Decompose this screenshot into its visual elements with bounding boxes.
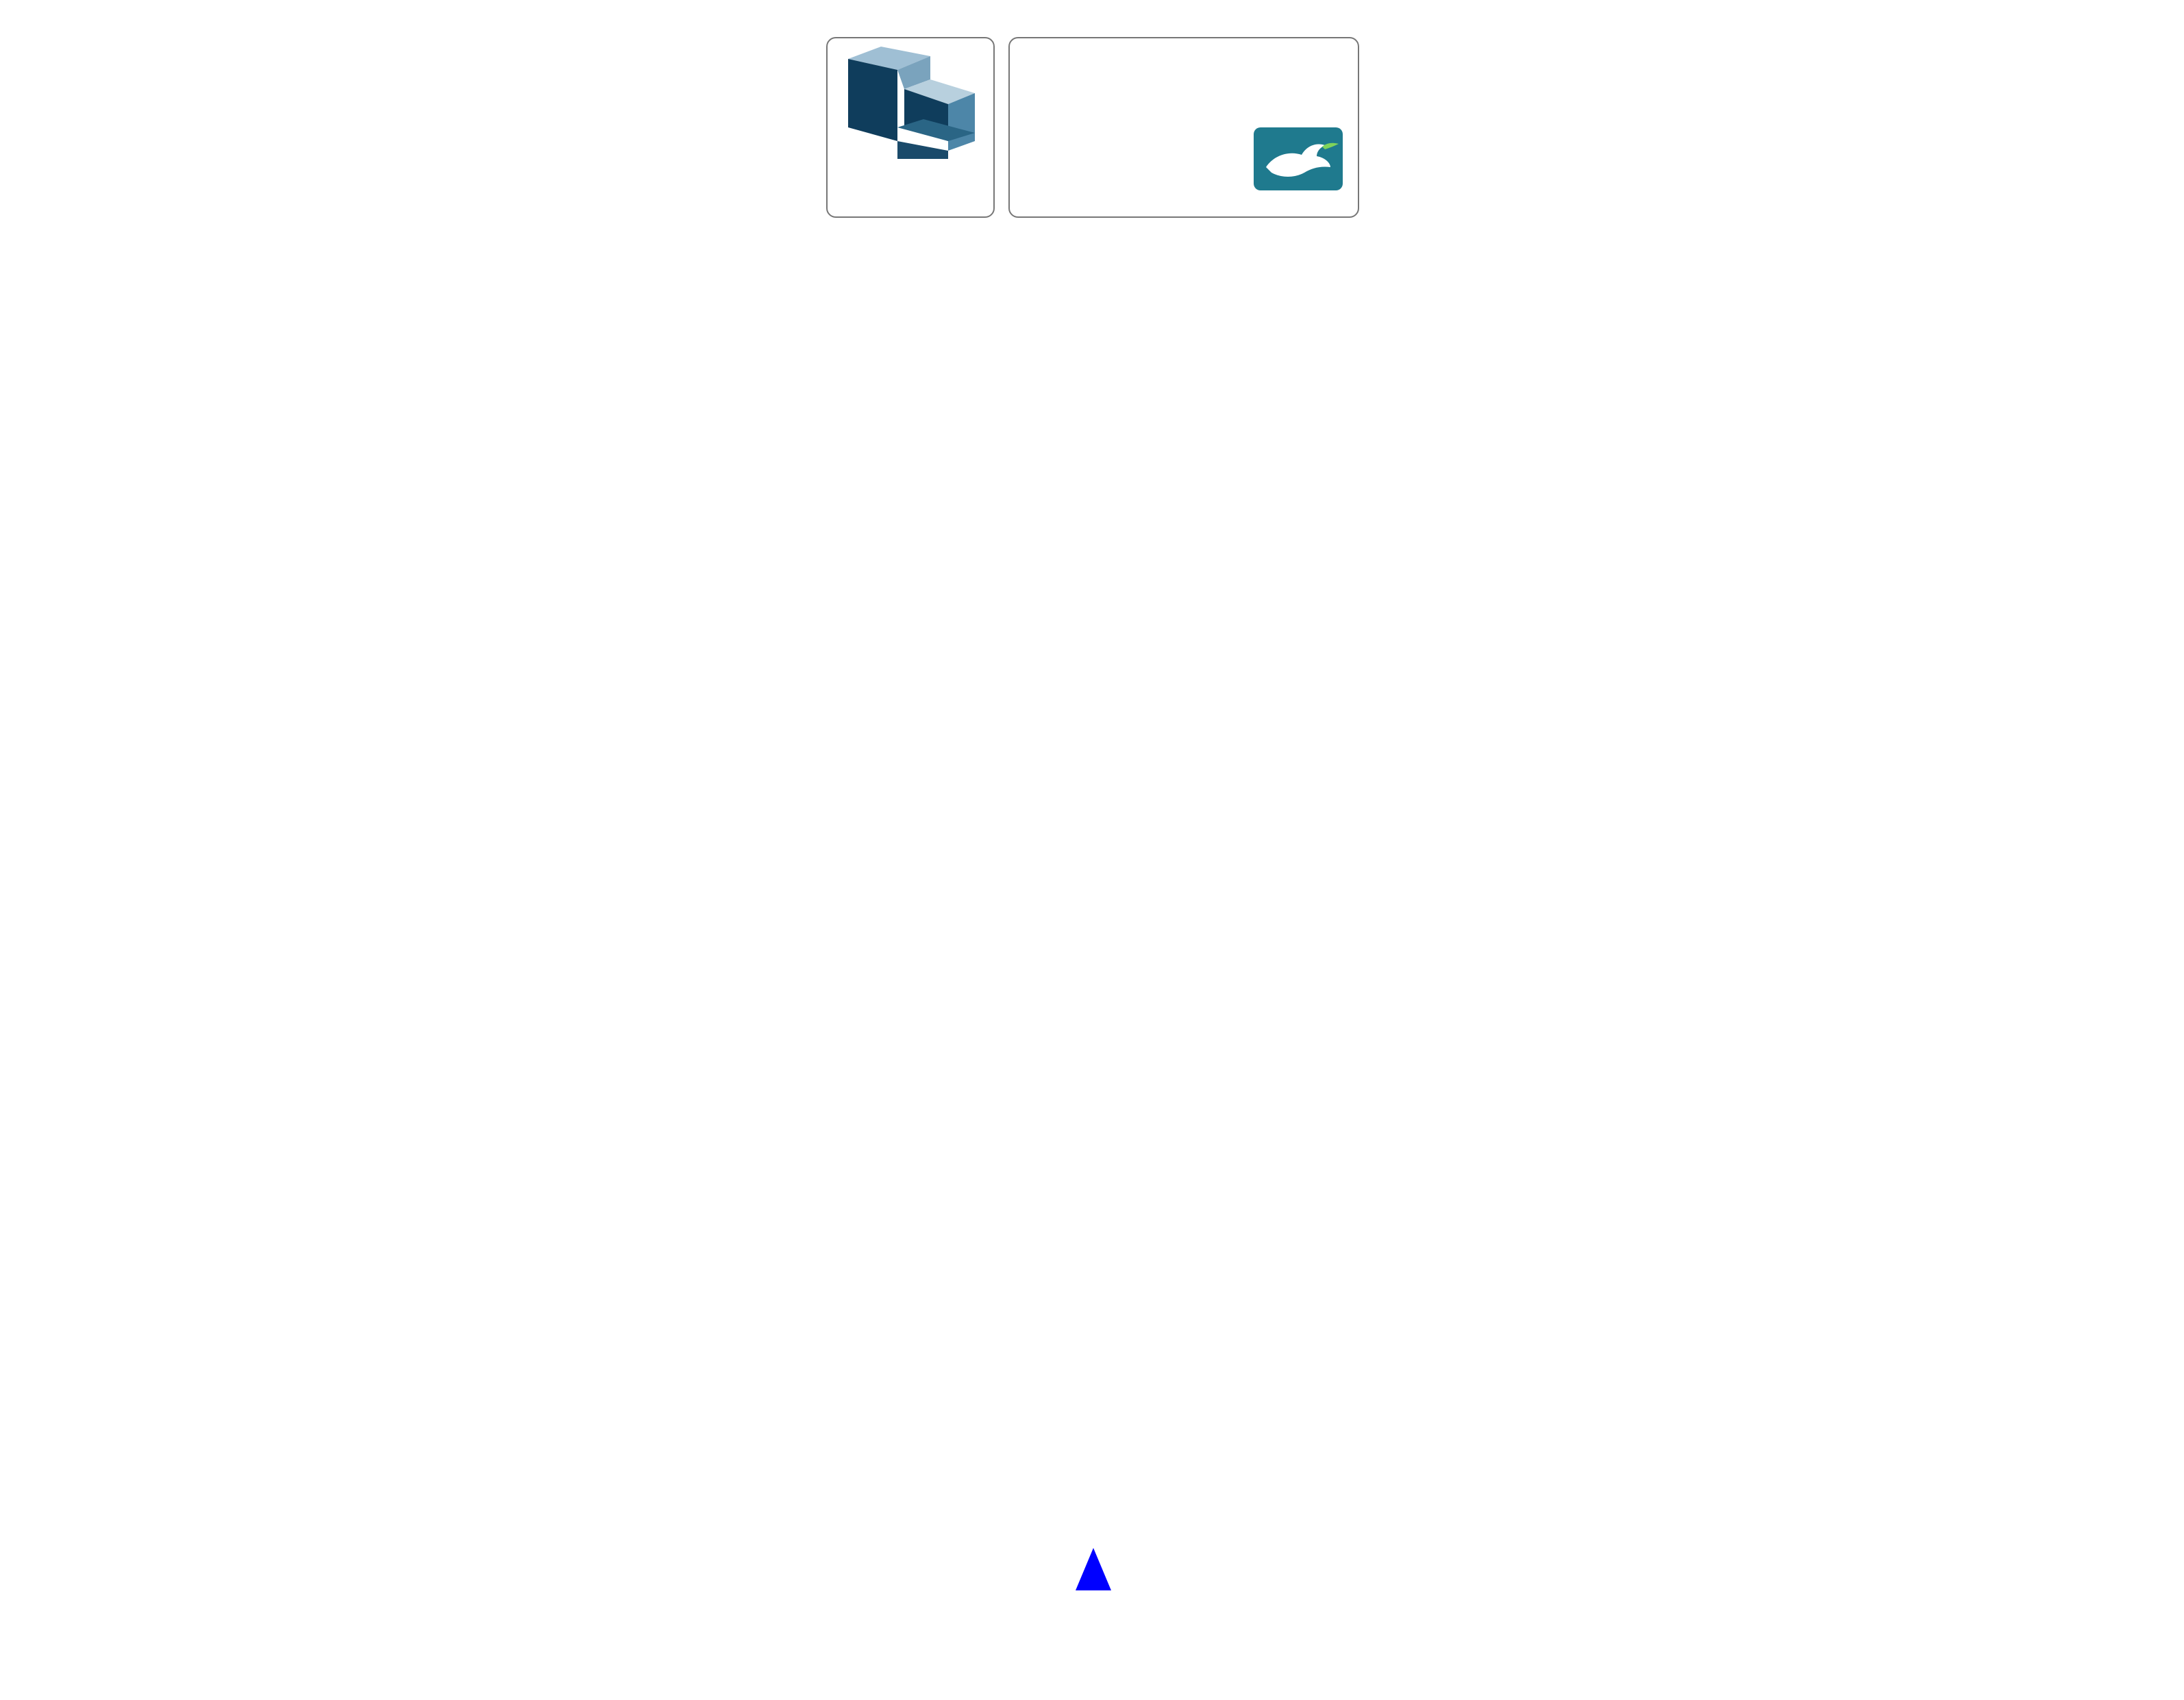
robotgroup-logo <box>826 37 995 218</box>
robotgroup-cube-icon <box>848 47 975 159</box>
dove-icon <box>1254 127 1343 190</box>
start-arrow-icon <box>1076 1548 1111 1590</box>
multiplo-info-panel <box>1008 37 1359 218</box>
